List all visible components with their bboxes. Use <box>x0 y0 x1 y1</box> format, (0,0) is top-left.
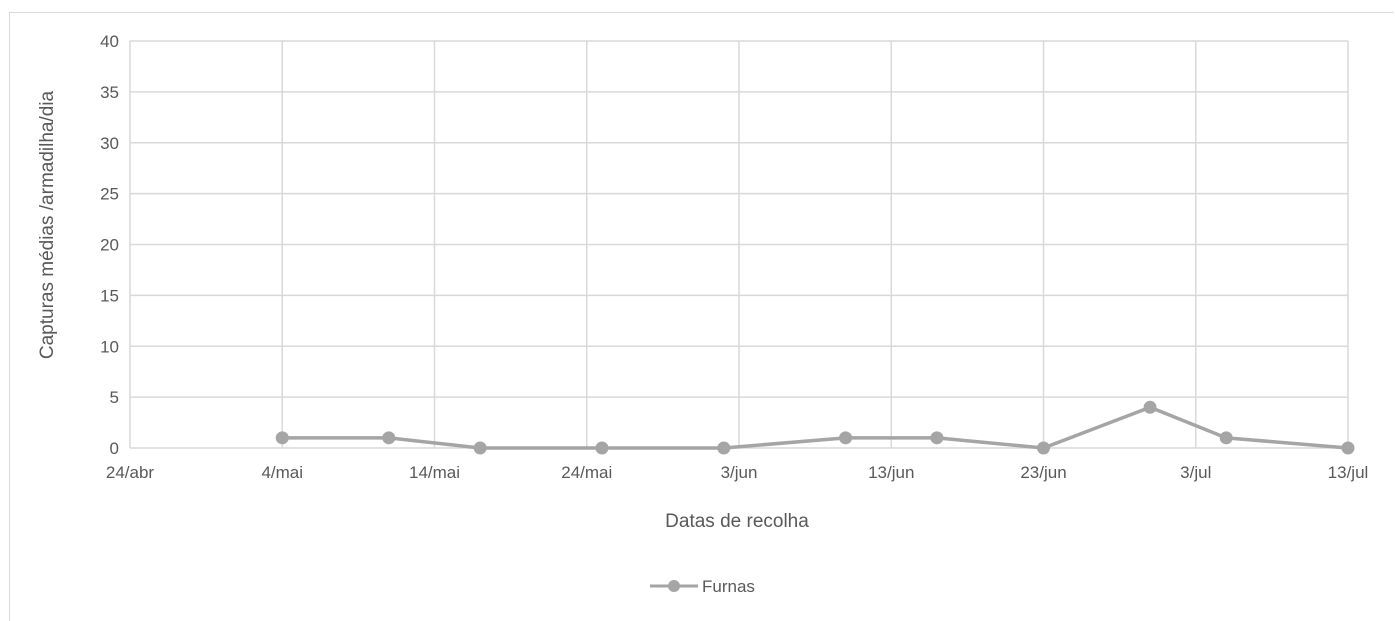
y-tick-label: 30 <box>100 134 119 153</box>
y-tick-label: 5 <box>110 388 119 407</box>
x-tick-label: 24/abr <box>106 463 155 482</box>
y-tick-label: 35 <box>100 83 119 102</box>
x-tick-label: 3/jun <box>721 463 758 482</box>
x-axis-title: Datas de recolha <box>665 511 809 532</box>
series-furnas <box>275 400 1355 455</box>
x-tick-label: 3/jul <box>1180 463 1211 482</box>
data-point <box>1143 400 1157 414</box>
y-tick-label: 0 <box>110 439 119 458</box>
data-point <box>839 431 853 445</box>
data-point <box>930 431 944 445</box>
legend-marker <box>668 580 680 592</box>
y-tick-label: 20 <box>100 236 119 255</box>
data-point <box>473 441 487 455</box>
data-point <box>595 441 609 455</box>
x-axis-ticks: 24/abr 4/mai 14/mai 24/mai 3/jun 13/jun 23/jun… <box>106 463 1368 482</box>
x-tick-label: 23/jun <box>1020 463 1066 482</box>
x-tick-label: 24/mai <box>561 463 612 482</box>
y-axis-title: Capturas médias /armadilha/dia <box>37 90 58 359</box>
x-tick-label: 13/jul <box>1328 463 1369 482</box>
x-tick-label: 13/jun <box>868 463 914 482</box>
y-tick-label: 40 <box>100 32 119 51</box>
x-tick-label: 14/mai <box>409 463 460 482</box>
y-axis-ticks: 0 5 10 15 20 25 30 35 40 <box>100 32 119 458</box>
data-point <box>717 441 731 455</box>
grid-lines <box>129 40 1349 448</box>
data-point <box>275 431 289 445</box>
data-point <box>1037 441 1050 455</box>
y-tick-label: 15 <box>100 286 119 305</box>
data-point <box>382 431 396 445</box>
data-point <box>1219 431 1233 445</box>
legend-label: Furnas <box>702 577 755 596</box>
legend: Furnas <box>650 577 755 596</box>
chart-frame <box>9 12 1394 621</box>
series-line <box>282 405 1349 450</box>
y-tick-label: 25 <box>100 185 119 204</box>
data-point <box>1341 441 1355 455</box>
x-tick-label: 4/mai <box>261 463 303 482</box>
y-tick-label: 10 <box>100 337 119 356</box>
